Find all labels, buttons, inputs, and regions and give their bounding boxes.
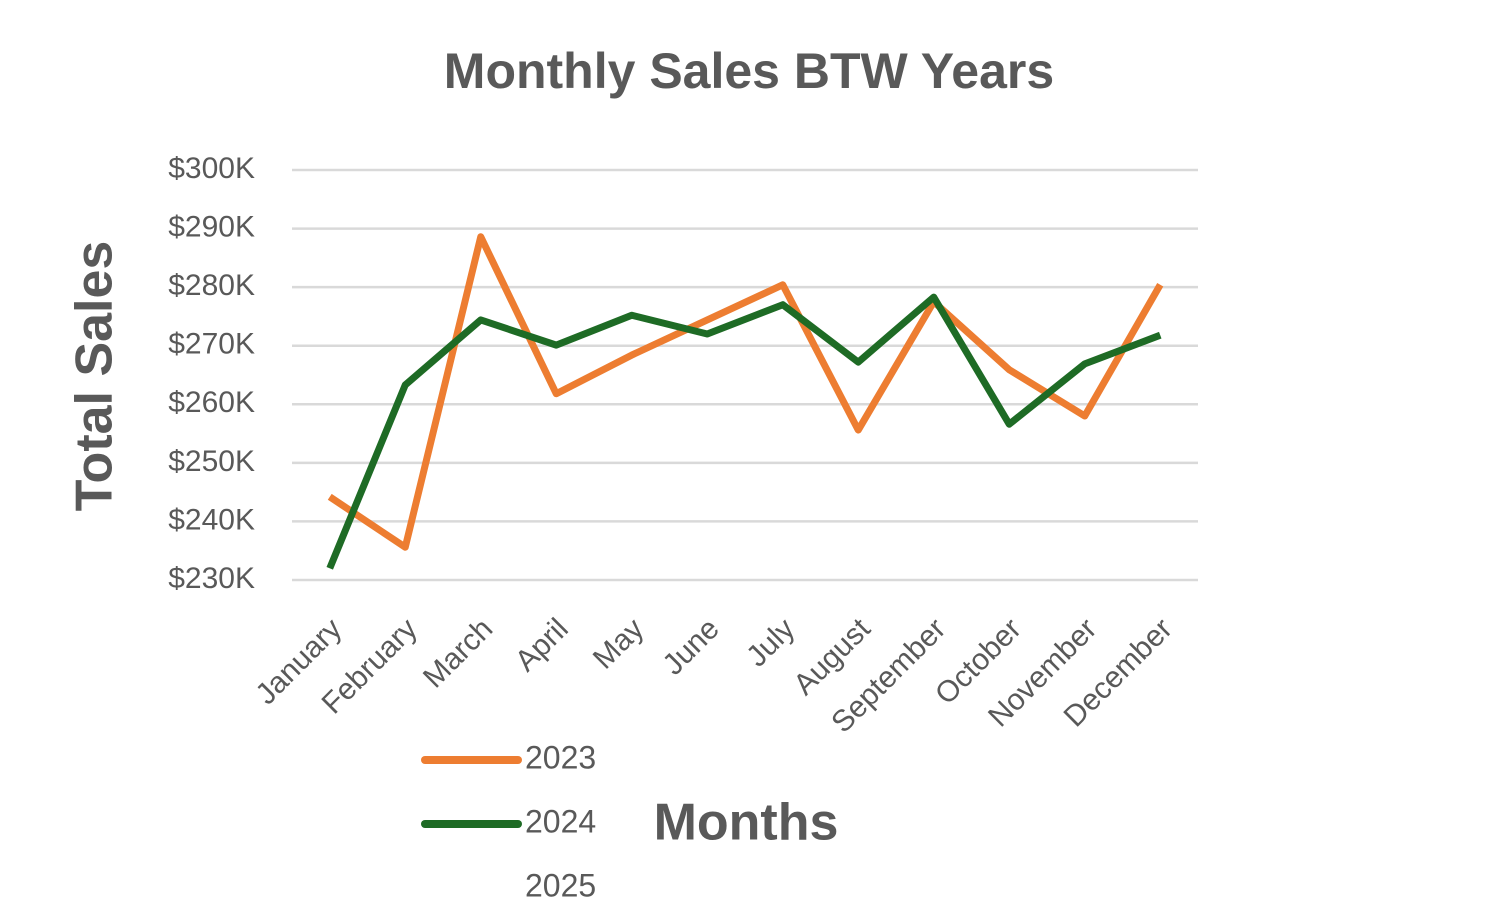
y-tick-label: $260K — [168, 386, 255, 419]
legend-label: 2024 — [525, 803, 596, 839]
x-tick-label: July — [740, 612, 801, 673]
y-axis-title: Total Sales — [66, 241, 124, 512]
y-tick-label: $230K — [168, 562, 255, 595]
series-line — [327, 233, 1164, 551]
chart-title: Monthly Sales BTW Years — [444, 43, 1054, 99]
x-tick-label: April — [509, 612, 575, 678]
series-line — [326, 293, 1162, 570]
legend-label: 2023 — [525, 739, 596, 775]
y-tick-label: $240K — [168, 503, 255, 536]
legend-label: 2025 — [525, 867, 596, 903]
x-axis-title: Months — [654, 794, 839, 852]
y-tick-label: $250K — [168, 445, 255, 478]
y-tick-label: $290K — [168, 210, 255, 243]
y-tick-label: $270K — [168, 328, 255, 361]
y-tick-label: $300K — [168, 152, 255, 185]
x-tick-label: March — [417, 612, 499, 694]
x-tick-label: June — [656, 612, 725, 681]
x-tick-label: May — [587, 612, 650, 675]
y-tick-label: $280K — [168, 269, 255, 302]
